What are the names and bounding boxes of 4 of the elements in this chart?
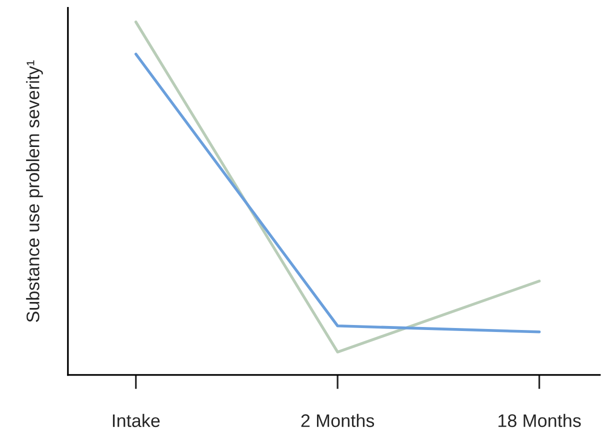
x-tick-label: 2 Months bbox=[301, 414, 374, 428]
y-axis-title: Substance use problem severity¹ bbox=[26, 60, 43, 322]
x-tick-label: Intake bbox=[112, 414, 160, 428]
x-tick-label: 18 Months bbox=[498, 414, 581, 428]
